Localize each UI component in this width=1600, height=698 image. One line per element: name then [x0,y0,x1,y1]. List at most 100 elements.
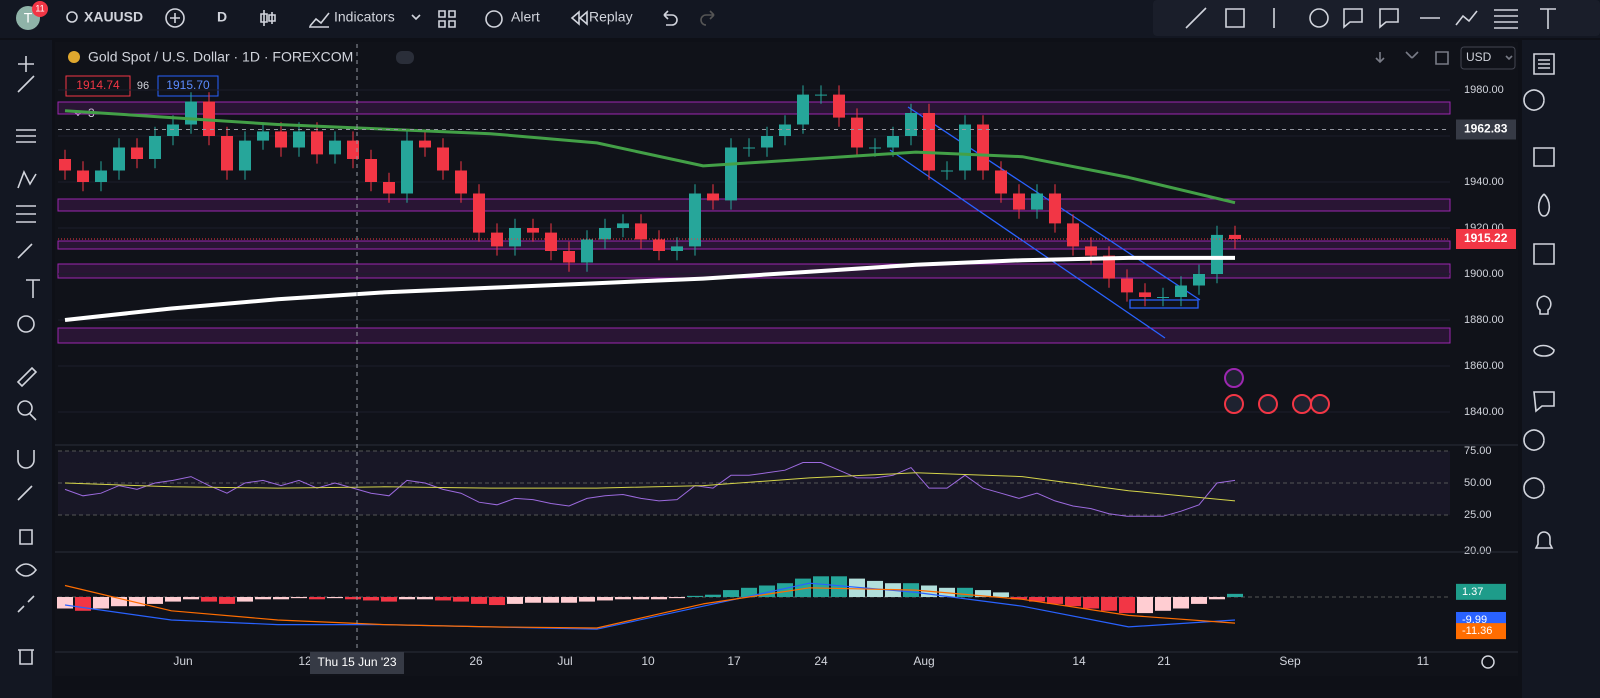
collapse[interactable] [396,51,414,64]
candle-body [131,147,143,159]
macd-bar [831,576,847,597]
macd-bar [255,597,271,600]
candle-body [617,223,629,228]
bid-box[interactable] [65,75,131,97]
macd-bar [435,597,451,601]
candle-body [239,140,251,171]
macd-bar [759,585,775,597]
candle-body [563,251,575,263]
macd-bar [957,587,973,597]
macd-bar [1101,597,1117,611]
candle-body [833,94,845,118]
time-tick: Sep [1279,654,1301,668]
chevron[interactable] [411,14,421,21]
alert-icon [485,10,503,28]
interval[interactable]: D [217,9,227,25]
candle-body [113,147,125,171]
macd-tag-label: 1.37 [1462,586,1483,598]
chart-type[interactable] [260,10,276,26]
pane-controls[interactable] [1375,51,1513,65]
candle-body [1085,246,1097,256]
currency[interactable]: USD [1466,50,1492,64]
candle-body [1031,193,1043,210]
candle-body [1211,234,1223,274]
ask-box[interactable] [157,75,219,97]
candle-body [1049,193,1061,224]
candle-body [995,170,1007,194]
candle-body [707,193,719,201]
crosshair-price: 1962.83 [1464,122,1508,136]
candle-body [923,113,935,171]
sidebar-icons[interactable] [1523,53,1555,549]
redo[interactable] [700,10,715,26]
last-price: 1915.22 [1464,231,1508,245]
macd-bar [1209,597,1225,600]
candle-body [329,140,341,155]
candle-body [1229,234,1241,239]
currency-box[interactable] [1460,46,1516,70]
event[interactable] [1224,368,1244,388]
line [64,255,1235,322]
drawing-tools[interactable] [1185,7,1556,29]
event[interactable] [1292,394,1312,414]
left-toolbar [0,40,52,698]
candle-body [275,131,287,148]
candle-body [959,124,971,171]
event[interactable] [1224,394,1244,414]
candle-body [1193,274,1205,286]
candle-body [977,124,989,171]
candle-body [419,140,431,148]
time-tick: Aug [913,654,934,668]
time-tick: Jun [173,654,192,668]
candle-body [437,147,449,171]
price-tick: 1980.00 [1464,84,1504,96]
macd-bar [273,597,289,600]
symbol[interactable]: XAUUSD [84,9,143,25]
macd-bar [687,595,703,597]
crosshair-tag [1456,119,1516,140]
event[interactable] [1310,394,1330,414]
candle-body [527,228,539,233]
zone [57,101,1451,115]
macd-bar [543,597,559,603]
macd-tick: 20.00 [1464,545,1492,557]
tool-icons[interactable] [15,56,40,665]
undo[interactable] [663,10,678,26]
macd-tag-label: -9.99 [1462,614,1487,626]
macd-bar [1227,593,1243,597]
macd-bar [309,597,325,600]
macd-bar [1173,597,1189,609]
candle-body [689,193,701,247]
macd-bar [381,597,397,602]
candle-body [725,147,737,201]
candle-body [941,170,953,172]
add-symbol[interactable] [165,8,185,28]
line [64,582,1236,630]
templates[interactable] [438,10,456,28]
candle-body [59,159,71,171]
plus [170,13,180,23]
macd-bar [1155,597,1171,611]
candle-body [401,140,413,194]
candle-body [653,239,665,251]
bid: 1914.74 [76,78,120,92]
candle-body [293,131,305,148]
symbol-title: Gold Spot / U.S. Dollar · 1D · FOREXCOM [88,49,353,65]
replay[interactable]: Replay [589,9,633,25]
macd-bar [1083,597,1099,609]
price-tick: 1940.00 [1464,176,1504,188]
rsi-line [64,462,1236,517]
candle-body [1157,297,1169,298]
zone [57,327,1451,344]
candle-body [869,147,881,149]
price-tick: 1860.00 [1464,360,1504,372]
time-tick: 21 [1157,654,1171,668]
event[interactable] [1258,394,1278,414]
line [64,584,1236,629]
candle-body [455,170,467,194]
macd-bar [471,597,487,604]
time-tick: Jul [557,654,572,668]
alert[interactable]: Alert [511,9,540,25]
settings[interactable] [1481,655,1495,669]
indicators[interactable]: Indicators [334,9,395,25]
